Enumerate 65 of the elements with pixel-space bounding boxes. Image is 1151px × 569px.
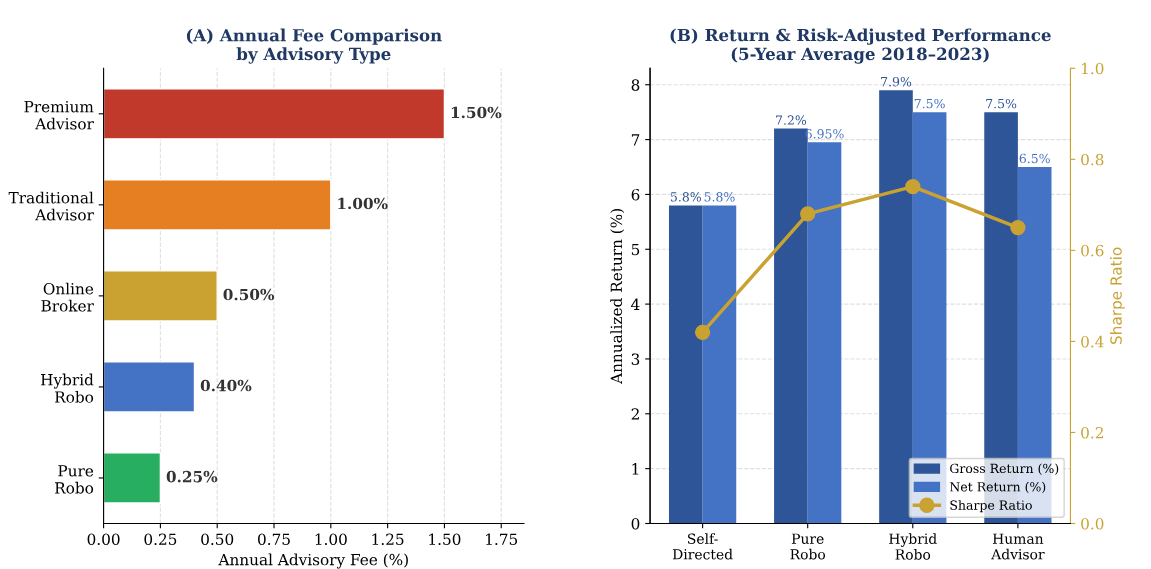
bar	[702, 205, 737, 524]
bar	[879, 90, 913, 524]
data-label: 5.8%	[704, 192, 735, 202]
point	[905, 178, 921, 195]
y-tick-label: Online Broker	[41, 282, 94, 312]
bar	[807, 142, 842, 524]
data-label: 7.9%	[881, 76, 912, 87]
data-label: 0.40%	[200, 379, 252, 392]
x-tick-label: 0.00	[87, 533, 120, 546]
y-tick-label: Premium Advisor	[24, 100, 94, 130]
point	[800, 206, 816, 222]
y-tick-label: 7	[631, 134, 640, 146]
y-tick-label: 8	[631, 79, 640, 91]
x-axis-title: Annual Advisory Fee (%)	[218, 553, 408, 569]
y-tick-label: 5	[631, 243, 640, 256]
bar	[103, 361, 196, 413]
y-tick-label: 1	[632, 463, 639, 475]
y2-tick-label: 0.8	[1081, 153, 1104, 166]
y2-tick-label: 0.4	[1081, 335, 1104, 348]
legend-label: Sharpe Ratio	[950, 500, 1032, 513]
x-tick-label: 0.75	[258, 533, 290, 546]
bar	[103, 88, 446, 140]
chart-title: (B) Return & Risk-Adjusted Performance (5-Year Average 2018–2023)	[670, 28, 1051, 64]
x-tick-label: Hybrid Robo	[889, 533, 937, 560]
data-label: 0.25%	[166, 470, 218, 483]
y2-tick-label: 0.6	[1081, 244, 1104, 257]
data-label: 6.5%	[1019, 153, 1050, 164]
y-tick-label: 4	[631, 298, 640, 310]
data-label: 1.50%	[451, 106, 502, 119]
y-tick-label: 2	[631, 408, 639, 420]
bar	[103, 452, 162, 504]
x-tick-label: 1.50	[429, 533, 461, 546]
data-label: 0.50%	[223, 288, 275, 301]
y-tick-label: Pure Robo	[55, 465, 94, 494]
bar	[103, 179, 332, 231]
y2-tick-label: 0.2	[1081, 426, 1103, 439]
y2-tick-label: 1.0	[1082, 62, 1104, 75]
x-tick-label: 1.75	[486, 533, 518, 546]
legend-label: Net Return (%)	[949, 481, 1046, 494]
x-tick-label: Human Advisor	[991, 533, 1045, 560]
bar	[103, 270, 218, 322]
x-tick-label: 1.00	[315, 533, 347, 546]
x-tick-label: 1.25	[372, 533, 404, 546]
legend-label: Gross Return (%)	[950, 463, 1059, 475]
x-tick-label: Self- Directed	[672, 533, 733, 560]
y-tick-label: 6	[631, 188, 640, 201]
y2-tick-label: 0.0	[1081, 517, 1104, 530]
chart-title: (A) Annual Fee Comparison by Advisory Type	[186, 28, 442, 64]
y-axis-title: Annualized Return (%)	[610, 209, 625, 385]
data-label: 5.8%	[670, 192, 701, 202]
point	[694, 324, 711, 340]
x-tick-label: 0.50	[201, 533, 234, 546]
x-tick-label: Pure Robo	[790, 533, 826, 560]
data-label: 7.2%	[776, 115, 807, 125]
point	[1010, 219, 1026, 236]
data-label: 7.5%	[986, 98, 1017, 109]
bar	[668, 205, 703, 524]
x-tick-label: 0.25	[144, 533, 177, 546]
data-label: 1.00%	[338, 197, 388, 210]
data-label: 7.5%	[914, 98, 945, 109]
y-tick-label: Traditional Advisor	[8, 191, 94, 221]
y-tick-label: 3	[631, 353, 640, 365]
y2-axis-title: Sharpe Ratio	[1110, 247, 1125, 344]
y-tick-label: Hybrid Robo	[41, 373, 94, 403]
y-tick-label: 0	[631, 517, 640, 530]
